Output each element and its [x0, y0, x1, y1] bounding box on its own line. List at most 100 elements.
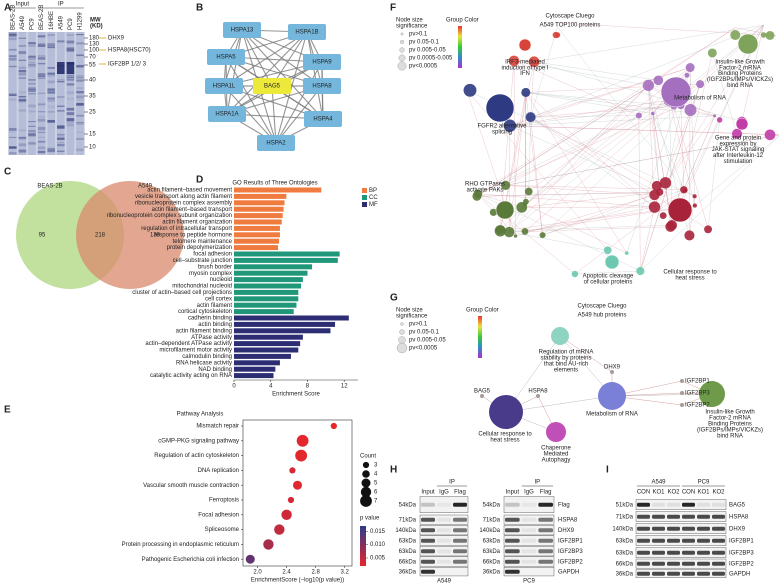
bar: [234, 270, 308, 276]
blot-band: [521, 502, 537, 507]
cluster-label: RHO GTPases: [465, 182, 505, 188]
panel-letter: C: [4, 167, 11, 178]
category-label: nucleoid: [210, 277, 232, 283]
legend-title: Group Color: [466, 308, 499, 314]
panel-letter: F: [390, 3, 396, 14]
legend-label: pv<0.0005: [409, 346, 438, 352]
network-edge: [525, 92, 674, 107]
network-node: [516, 201, 528, 213]
dot: [330, 422, 337, 430]
gel-band: [37, 111, 46, 113]
legend-dot: [362, 461, 370, 469]
marker-label: 15: [89, 132, 96, 138]
group-label: IP: [58, 2, 64, 8]
legend-dot: [398, 336, 406, 344]
cluster-node: [660, 76, 692, 108]
gel-band: [57, 127, 65, 129]
gel-band: [37, 118, 46, 122]
blot-strip: [503, 496, 555, 513]
gel-band: [47, 88, 55, 91]
lane-label: PC9: [30, 18, 36, 30]
node-label: HSPA1A: [215, 112, 238, 118]
blot-band: [437, 538, 451, 543]
network-edge: [505, 395, 613, 413]
dot: [293, 480, 302, 490]
blot-band: [421, 517, 435, 522]
gel-band: [18, 99, 27, 102]
gel-band: [47, 111, 55, 113]
gel-band: [37, 150, 46, 154]
gel-band: [37, 115, 46, 119]
gel-band: [47, 45, 55, 48]
category-label: Ferroptosis: [209, 498, 239, 504]
column-label: IgG: [439, 490, 449, 496]
cluster-label: Binding Proteins: [718, 71, 762, 77]
gel-band: [76, 64, 84, 68]
blot-band: [505, 569, 520, 574]
gel-band: [18, 109, 27, 112]
blot-band: [437, 528, 451, 533]
blot-band: [538, 538, 553, 543]
category-label: brush border: [198, 264, 232, 270]
blot-strip: [503, 525, 555, 536]
gel-band: [66, 120, 75, 124]
legend-label: 6: [374, 490, 378, 496]
gel-band: [37, 77, 46, 80]
bar: [234, 328, 331, 334]
gel-lane: [47, 32, 55, 155]
gel-band: [18, 72, 27, 76]
network-edge: [513, 60, 639, 116]
network-edge: [509, 125, 660, 193]
gel-band: [66, 78, 75, 81]
network-edge: [530, 27, 558, 118]
network-node: [603, 246, 612, 255]
edge: [223, 85, 277, 144]
gene-label: BAG5: [474, 389, 491, 395]
gel-band: [9, 94, 17, 97]
gel-band: [76, 121, 84, 124]
gene-node: [680, 403, 684, 407]
category-label: cell–substrate junction: [173, 258, 232, 264]
network-edge: [640, 135, 779, 272]
network-node: [463, 83, 477, 97]
network-subtitle: A549 hub proteins: [578, 313, 627, 319]
protein-label: Flag: [558, 503, 570, 509]
network-node: [716, 117, 723, 123]
network-title: Cytoscape Cluego: [545, 14, 595, 20]
cluster-node: [495, 200, 515, 220]
protein-node: [207, 49, 245, 65]
gel-band: [28, 55, 36, 58]
blot-strip: [419, 535, 469, 546]
blot-band: [652, 538, 665, 543]
network-edge: [521, 99, 670, 208]
blot-strip: [635, 569, 727, 578]
gel-band: [66, 123, 75, 127]
blot-band: [667, 538, 680, 543]
mw-label: 66kDa: [399, 560, 417, 566]
network-edge: [477, 193, 522, 208]
marker-label: 35: [89, 94, 96, 100]
category-label: NAD binding: [198, 367, 232, 373]
blot-strip: [419, 556, 469, 567]
network-edge: [476, 192, 660, 197]
dot: [281, 509, 292, 520]
gel-band: [66, 41, 75, 45]
category-label: Protein processing in endoplasmic reticu…: [122, 542, 239, 548]
mw-label: 63kDa: [616, 539, 634, 545]
gel-band: [66, 49, 75, 52]
blot-band: [712, 550, 725, 555]
blot-band: [697, 561, 710, 566]
gel-band: [37, 57, 46, 60]
mw-label: 36kDa: [399, 570, 417, 576]
network-subtitle: A549 TOP100 proteins: [540, 23, 601, 29]
blot-band: [637, 538, 650, 543]
gel-band: [47, 47, 55, 49]
category-label: response to peptide hormone: [154, 232, 233, 238]
category-label: calmodulin binding: [182, 354, 232, 360]
colorbar: [360, 526, 366, 566]
colorbar-label: 0.015: [370, 529, 386, 535]
gel-band: [47, 149, 55, 153]
x-axis-label: Enrichment Score: [272, 392, 320, 398]
cluster-label: activate PAKs: [467, 187, 504, 193]
network-node: [642, 79, 654, 92]
